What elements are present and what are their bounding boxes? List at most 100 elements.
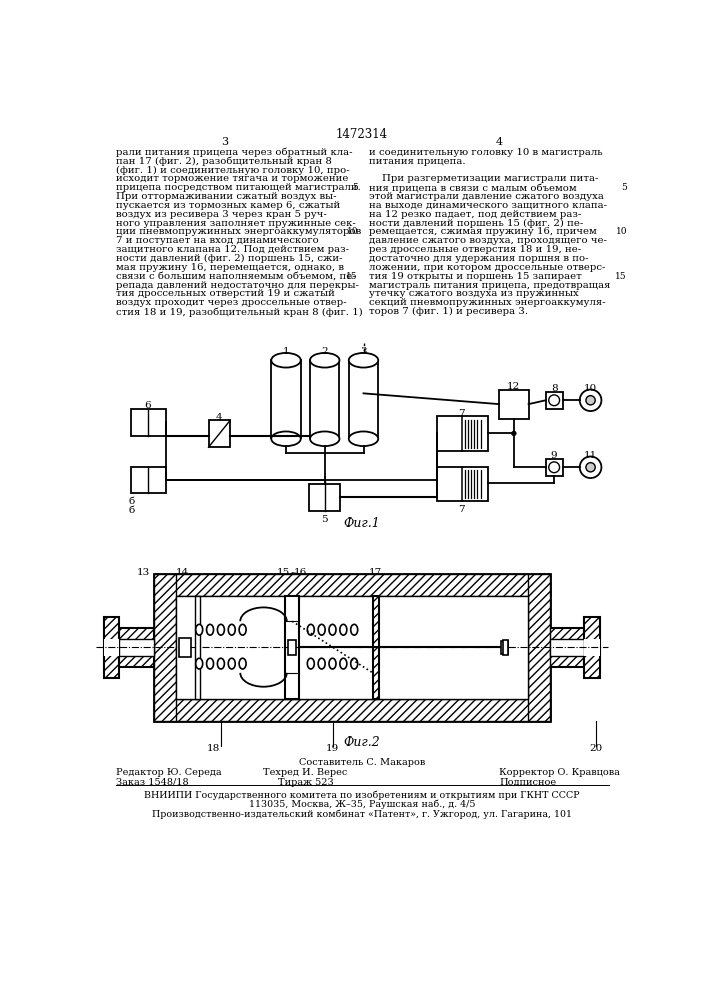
Text: Подписное: Подписное	[499, 778, 556, 787]
Text: 4: 4	[216, 413, 223, 422]
Text: пан 17 (фиг. 2), разобщительный кран 8: пан 17 (фиг. 2), разобщительный кран 8	[115, 157, 332, 166]
Text: воздух проходит через дроссельные отвер-: воздух проходит через дроссельные отвер-	[115, 298, 346, 307]
Text: репада давлений недостаточно для перекры-: репада давлений недостаточно для перекры…	[115, 281, 358, 290]
Text: 10: 10	[584, 384, 597, 393]
Text: 1472314: 1472314	[336, 128, 388, 141]
Text: этой магистрали давление сжатого воздуха: этой магистрали давление сжатого воздуха	[369, 192, 604, 201]
Text: утечку сжатого воздуха из пружинных: утечку сжатого воздуха из пружинных	[369, 289, 578, 298]
Bar	[501, 641, 508, 654]
Text: Производственно-издательский комбинат «Патент», г. Ужгород, ул. Гагарина, 101: Производственно-издательский комбинат «П…	[152, 809, 572, 819]
Bar	[549, 639, 585, 656]
Bar	[119, 639, 154, 656]
Text: 3: 3	[221, 137, 228, 147]
Bar	[585, 639, 600, 656]
Bar	[309, 484, 340, 511]
Text: Тираж 523: Тираж 523	[278, 778, 333, 787]
Text: б: б	[129, 497, 135, 506]
Text: рез дроссельные отверстия 18 и 19, не-: рез дроссельные отверстия 18 и 19, не-	[369, 245, 581, 254]
Text: на выходе динамического защитного клапа-: на выходе динамического защитного клапа-	[369, 201, 607, 210]
Bar	[179, 638, 192, 657]
Bar	[154, 574, 549, 596]
Text: ложении, при котором дроссельные отверс-: ложении, при котором дроссельные отверс-	[369, 263, 605, 272]
Text: 14: 14	[176, 568, 189, 577]
Text: ного управления заполняет пружинные сек-: ного управления заполняет пружинные сек-	[115, 219, 355, 228]
Ellipse shape	[239, 658, 246, 669]
Text: давление сжатого воздуха, проходящего че-: давление сжатого воздуха, проходящего че…	[369, 236, 607, 245]
Text: и соединительную головку 10 в магистраль: и соединительную головку 10 в магистраль	[369, 148, 602, 157]
Text: 19: 19	[326, 744, 339, 753]
Text: (фиг. 1) и соединительную головку 10, про-: (фиг. 1) и соединительную головку 10, пр…	[115, 165, 349, 175]
Text: 7 и поступает на вход динамического: 7 и поступает на вход динамического	[115, 236, 318, 245]
Ellipse shape	[340, 658, 347, 669]
Text: 12: 12	[507, 382, 520, 391]
Ellipse shape	[310, 431, 339, 446]
Bar	[104, 639, 119, 656]
Text: 10: 10	[616, 227, 627, 236]
Text: достаточно для удержания поршня в по-: достаточно для удержания поршня в по-	[369, 254, 588, 263]
Text: 2: 2	[322, 347, 328, 356]
Text: 4: 4	[496, 137, 503, 147]
Text: 15: 15	[277, 568, 291, 577]
Ellipse shape	[308, 624, 315, 635]
Text: 3: 3	[360, 347, 367, 356]
Ellipse shape	[206, 658, 214, 669]
Bar	[131, 466, 166, 493]
Bar	[499, 389, 529, 419]
Text: 15: 15	[346, 272, 358, 281]
Circle shape	[580, 389, 602, 411]
Text: Фиг.1: Фиг.1	[344, 517, 380, 530]
Text: Редактор Ю. Середа: Редактор Ю. Середа	[115, 768, 221, 777]
Bar	[131, 409, 166, 436]
Text: 13: 13	[137, 568, 151, 577]
Text: пускается из тормозных камер 6, сжатый: пускается из тормозных камер 6, сжатый	[115, 201, 340, 210]
Text: связи с большим наполняемым объемом, пе-: связи с большим наполняемым объемом, пе-	[115, 272, 355, 281]
Text: Корректор О. Кравцова: Корректор О. Кравцова	[499, 768, 620, 777]
Bar	[176, 596, 528, 699]
Text: б: б	[129, 506, 135, 515]
Bar	[310, 360, 339, 438]
Text: 5: 5	[322, 515, 328, 524]
Ellipse shape	[318, 624, 325, 635]
Text: 15: 15	[615, 272, 627, 281]
Ellipse shape	[329, 624, 336, 635]
Circle shape	[549, 462, 559, 473]
Text: ремещается, сжимая пружину 16, причем: ремещается, сжимая пружину 16, причем	[369, 227, 597, 236]
Text: магистраль питания прицепа, предотвращая: магистраль питания прицепа, предотвращая	[369, 281, 610, 290]
Ellipse shape	[196, 658, 203, 669]
Ellipse shape	[239, 624, 246, 635]
Bar	[503, 640, 508, 655]
Ellipse shape	[228, 624, 235, 635]
Bar	[288, 640, 296, 655]
Text: ности давлений поршень 15 (фиг. 2) пе-: ности давлений поршень 15 (фиг. 2) пе-	[369, 219, 583, 228]
Text: 9: 9	[551, 451, 557, 460]
Bar	[209, 420, 230, 447]
Circle shape	[512, 431, 516, 436]
Text: 7: 7	[459, 409, 465, 418]
Text: тия дроссельных отверстий 19 и сжатый: тия дроссельных отверстий 19 и сжатый	[115, 289, 334, 298]
Ellipse shape	[196, 624, 203, 635]
Bar	[119, 628, 154, 667]
Ellipse shape	[340, 624, 347, 635]
Ellipse shape	[349, 353, 378, 368]
Bar	[154, 699, 549, 721]
Text: 16: 16	[293, 568, 307, 577]
Text: на 12 резко падает, под действием раз-: на 12 резко падает, под действием раз-	[369, 210, 581, 219]
Bar	[271, 360, 300, 438]
Text: 5: 5	[621, 183, 627, 192]
Text: исходит торможение тягача и торможение: исходит торможение тягача и торможение	[115, 174, 348, 183]
Ellipse shape	[310, 353, 339, 368]
Bar	[585, 617, 600, 678]
Bar	[154, 574, 176, 721]
Text: мая пружину 16, перемещается, однако, в: мая пружину 16, перемещается, однако, в	[115, 263, 344, 272]
Text: воздух из ресивера 3 через кран 5 руч-: воздух из ресивера 3 через кран 5 руч-	[115, 210, 326, 219]
Ellipse shape	[329, 658, 336, 669]
Ellipse shape	[271, 431, 300, 446]
Text: 6: 6	[145, 401, 151, 410]
Text: Заказ 1548/18: Заказ 1548/18	[115, 778, 188, 787]
Text: Фиг.2: Фиг.2	[344, 736, 380, 749]
Ellipse shape	[218, 624, 224, 635]
Text: 5: 5	[352, 183, 358, 192]
Ellipse shape	[318, 658, 325, 669]
Text: 18: 18	[206, 744, 220, 753]
Text: ВНИИПИ Государственного комитета по изобретениям и открытиям при ГКНТ СССР: ВНИИПИ Государственного комитета по изоб…	[144, 791, 580, 800]
